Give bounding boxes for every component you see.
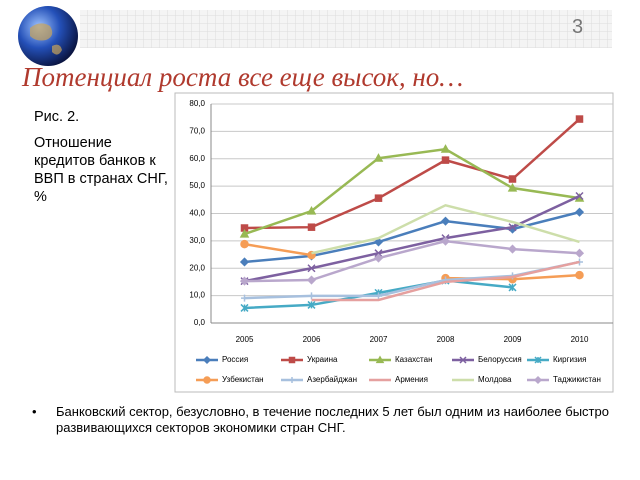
marker — [239, 276, 250, 286]
figure-label: Рис. 2. — [34, 109, 80, 125]
marker — [459, 356, 467, 364]
marker — [241, 294, 248, 302]
marker — [307, 223, 316, 231]
marker — [533, 375, 543, 385]
marker — [508, 175, 517, 183]
x-tick-label: 2009 — [504, 335, 522, 344]
legend-label: Россия — [222, 355, 248, 364]
marker — [240, 303, 249, 312]
series-line — [311, 260, 580, 302]
marker — [308, 292, 315, 300]
marker — [307, 264, 316, 273]
marker — [306, 205, 317, 215]
marker — [574, 248, 585, 258]
x-tick-label: 2010 — [571, 335, 589, 344]
marker — [575, 115, 584, 123]
marker — [239, 257, 250, 267]
caption-block: Рис. 2. Отношение кредитов банков к ВВП … — [34, 108, 169, 214]
marker — [373, 253, 384, 263]
marker — [440, 216, 451, 226]
marker — [375, 292, 382, 300]
marker — [575, 270, 584, 280]
marker — [440, 144, 451, 153]
legend-label: Таджикистан — [553, 375, 601, 384]
marker — [239, 228, 250, 238]
y-tick-label: 70,0 — [189, 126, 205, 135]
marker — [575, 191, 584, 201]
marker — [202, 355, 212, 365]
marker — [374, 249, 383, 258]
marker — [288, 356, 296, 364]
series-line — [244, 147, 580, 236]
header-band — [80, 10, 612, 48]
series-line — [244, 194, 581, 283]
legend-label: Казахстан — [395, 355, 433, 364]
marker — [240, 239, 249, 249]
y-tick-label: 80,0 — [189, 99, 205, 108]
marker — [306, 275, 317, 285]
y-tick-label: 50,0 — [189, 181, 205, 190]
slide-number: 3 — [572, 16, 584, 38]
slide-title: Потенциал роста все еще высок, но… — [22, 62, 464, 92]
legend-label: Азербайджан — [307, 375, 357, 384]
figure-caption: Отношение кредитов банков к ВВП в страна… — [34, 135, 168, 205]
legend-label: Армения — [395, 375, 428, 384]
marker — [508, 223, 517, 232]
marker — [203, 376, 211, 384]
x-tick-label: 2006 — [303, 335, 321, 344]
y-tick-label: 60,0 — [189, 154, 205, 163]
marker — [441, 156, 450, 164]
legend-label: Молдова — [478, 375, 512, 384]
x-tick-label: 2008 — [437, 335, 455, 344]
legend-label: Белоруссия — [478, 355, 522, 364]
marker — [307, 300, 316, 309]
y-tick-label: 0,0 — [194, 318, 206, 327]
globe-land — [30, 23, 62, 55]
marker — [440, 236, 451, 246]
series-line — [244, 118, 581, 230]
marker — [574, 207, 585, 217]
marker — [289, 377, 295, 383]
marker — [534, 356, 542, 364]
marker — [375, 355, 385, 364]
y-tick-label: 20,0 — [189, 263, 205, 272]
marker — [507, 182, 518, 192]
legend-label: Киргизия — [553, 355, 586, 364]
marker — [373, 153, 384, 162]
marker — [374, 194, 383, 202]
marker — [508, 283, 517, 292]
series-line — [311, 203, 580, 255]
x-tick-label: 2005 — [236, 335, 254, 344]
bullet-text: Банковский сектор, безусловно, в течение… — [32, 404, 616, 436]
y-tick-label: 30,0 — [189, 236, 205, 245]
marker — [507, 244, 518, 254]
series-line — [244, 239, 580, 283]
y-tick-label: 10,0 — [189, 291, 205, 300]
x-tick-label: 2007 — [370, 335, 388, 344]
legend-label: Узбекистан — [222, 375, 264, 384]
legend-label: Украина — [307, 355, 338, 364]
y-tick-label: 40,0 — [189, 209, 205, 218]
marker — [373, 237, 384, 247]
